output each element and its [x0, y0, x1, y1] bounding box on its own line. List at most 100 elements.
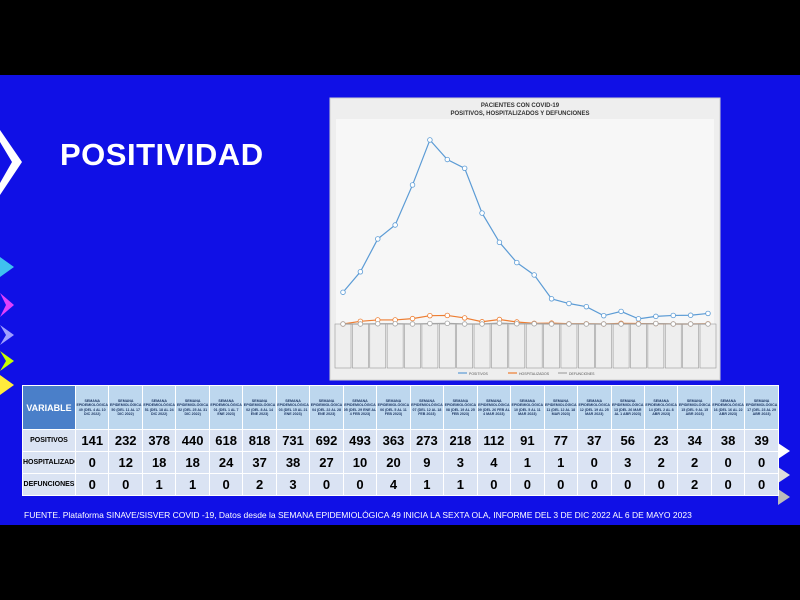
cell: 10	[342, 451, 378, 474]
chevron	[0, 375, 14, 395]
legend-label: DEFUNCIONES	[569, 372, 595, 376]
point	[670, 321, 676, 327]
header-cell: SEMANA EPIDEMIOLÓGICA 11 (DEL 12 AL 18 M…	[543, 385, 579, 430]
point	[653, 320, 659, 327]
point	[479, 321, 485, 327]
header-cell: SEMANA EPIDEMIOLÓGICA 14 (DEL 2 AL 8 ABR…	[643, 385, 679, 430]
point	[357, 269, 364, 275]
header-cell: SEMANA EPIDEMIOLÓGICA 52 (DEL 25 AL 31 D…	[175, 385, 210, 430]
point	[635, 321, 642, 327]
header-cell: SEMANA EPIDEMIOLÓGICA 49 (DEL 4 AL 10 DI…	[74, 385, 110, 430]
cell: 0	[710, 473, 746, 496]
header-cell: SEMANA EPIDEMIOLÓGICA 50 (DEL 11 AL 17 D…	[108, 385, 143, 430]
cell: 0	[108, 473, 143, 496]
cell: 38	[710, 429, 746, 452]
cell: 2	[643, 451, 679, 474]
slide-title: POSITIVIDAD	[60, 137, 264, 172]
header-cell: SEMANA EPIDEMIOLÓGICA 07 (DEL 12 AL 18 F…	[409, 385, 445, 430]
cell: 4	[476, 451, 512, 474]
chart: PACIENTES CON COVID-19 POSITIVOS, HOSPIT…	[329, 97, 721, 381]
point	[670, 312, 676, 319]
point	[548, 296, 555, 302]
point	[392, 321, 398, 327]
point	[618, 321, 624, 327]
header-cell: SEMANA EPIDEMIOLÓGICA 08 (DEL 19 AL 25 F…	[443, 385, 478, 430]
point	[496, 239, 503, 246]
cell: 77	[543, 429, 579, 452]
cell: 38	[275, 451, 311, 474]
cell: 27	[309, 451, 344, 474]
cell: 39	[744, 429, 779, 452]
legend-label: HOSPITALIZADOS	[519, 372, 550, 376]
row-label: POSITIVOS	[22, 429, 76, 452]
cell: 0	[744, 451, 779, 474]
cell: 3	[275, 473, 311, 496]
point	[566, 321, 572, 327]
cell: 0	[610, 473, 645, 496]
chevron	[0, 257, 14, 277]
header-cell: SEMANA EPIDEMIOLÓGICA 15 (DEL 9 AL 15 AB…	[677, 385, 712, 430]
header-cell: SEMANA EPIDEMIOLÓGICA 51 (DEL 18 AL 24 D…	[141, 385, 177, 430]
point	[427, 312, 433, 319]
cell: 12	[108, 451, 143, 474]
series-line	[343, 322, 708, 325]
cell: 2	[677, 473, 712, 496]
cell: 0	[744, 473, 779, 496]
point	[461, 165, 468, 171]
series-line	[342, 138, 709, 320]
point	[653, 313, 659, 320]
point	[583, 303, 590, 310]
legend-label: POSITIVOS	[469, 372, 489, 376]
cell: 24	[208, 451, 244, 474]
cell: 3	[443, 451, 478, 474]
point	[444, 312, 450, 319]
data-row: POSITIVOS 141 232 378 440 618 818 731 692 493 363 2…	[22, 429, 779, 452]
point	[375, 236, 381, 242]
point	[687, 321, 694, 327]
cell: 18	[141, 451, 177, 474]
cell: 141	[74, 429, 110, 452]
header-cell: SEMANA EPIDEMIOLÓGICA 01 (DEL 1 AL 7 ENE…	[208, 385, 244, 430]
point	[461, 321, 468, 327]
point	[618, 308, 624, 315]
cell: 1	[543, 451, 579, 474]
point	[601, 321, 607, 327]
data-row: HOSPITALIZADOS01218182437382710209341103…	[22, 451, 779, 474]
point	[427, 320, 433, 327]
cell: 218	[443, 429, 478, 452]
cell: 56	[610, 429, 645, 452]
cell: 2	[242, 473, 277, 496]
cell: 23	[643, 429, 679, 452]
point	[340, 289, 346, 295]
point	[531, 272, 537, 278]
cell: 731	[275, 429, 311, 452]
point	[705, 310, 711, 317]
chart-title: PACIENTES CON COVID-19	[481, 103, 560, 109]
chevron	[0, 293, 14, 317]
point	[514, 259, 520, 266]
point	[409, 315, 416, 322]
footer: FUENTE. Plataforma SINAVE/SISVER COVID -…	[24, 510, 692, 520]
point	[635, 316, 642, 322]
header-cell: SEMANA EPIDEMIOLÓGICA 10 (DEL 5 AL 11 MA…	[510, 385, 545, 430]
cell: 3	[610, 451, 645, 474]
header-cell: SEMANA EPIDEMIOLÓGICA 05 (DEL 29 ENE AL …	[342, 385, 378, 430]
cell: 440	[175, 429, 210, 452]
cell: 0	[577, 473, 612, 496]
decorations	[0, 130, 790, 505]
cell: 493	[342, 429, 378, 452]
data-row: DEFUNCIONES0011023004110000002000	[22, 473, 779, 496]
point	[566, 300, 572, 307]
header-cell: SEMANA EPIDEMIOLÓGICA 09 (DEL 26 FEB AL …	[476, 385, 512, 430]
cell: 692	[309, 429, 344, 452]
cell: 20	[376, 451, 411, 474]
point	[444, 156, 450, 163]
cell: 0	[510, 473, 545, 496]
point	[479, 210, 485, 216]
cell: 0	[476, 473, 512, 496]
point	[514, 321, 520, 327]
header-cell: SEMANA EPIDEMIOLÓGICA 13 (DEL 26 MAR AL …	[610, 385, 645, 430]
cell: 1	[175, 473, 210, 496]
cell: 0	[309, 473, 344, 496]
cell: 232	[108, 429, 143, 452]
